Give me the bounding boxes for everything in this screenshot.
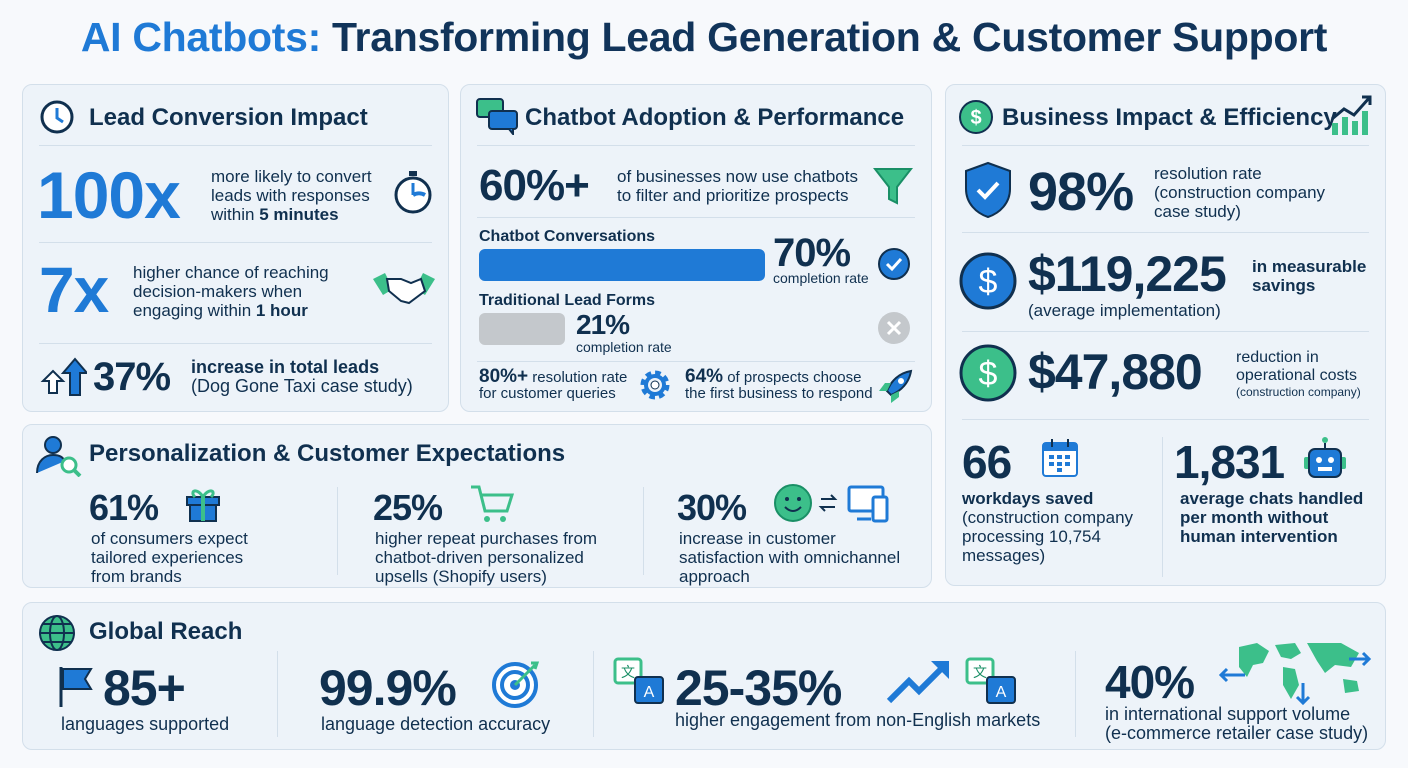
stat-value: 100x: [37, 158, 181, 232]
gear-icon: [640, 370, 670, 400]
world-map-icon: [1219, 643, 1372, 706]
svg-text:A: A: [996, 684, 1007, 701]
bar-label: Traditional Lead Forms: [479, 292, 656, 309]
dollar-icon: $: [959, 252, 1017, 310]
globe-icon: [39, 615, 75, 651]
cart-icon: [471, 485, 515, 522]
stat-value: 1,831: [1174, 436, 1285, 488]
section-heading: Personalization & Customer Expectations: [89, 440, 566, 467]
stat-value: $47,880: [1028, 344, 1203, 400]
dollar-icon: $: [959, 100, 993, 134]
target-icon: [492, 661, 540, 708]
translate-icon: 文A: [965, 657, 1016, 704]
funnel-icon: [873, 168, 913, 205]
section-heading: Lead Conversion Impact: [89, 104, 368, 131]
handshake-icon: [373, 273, 435, 305]
stat-value: 40%: [1105, 656, 1195, 708]
section-heading: Chatbot Adoption & Performance: [525, 104, 905, 131]
user-search-icon: [36, 436, 82, 477]
personalization-card: Personalization & Customer Expectations …: [22, 424, 932, 588]
lead-forms-bar: [479, 313, 565, 345]
arrows-up-icon: [40, 357, 87, 396]
stat-value: 25%: [373, 487, 443, 528]
robot-icon: [1304, 437, 1346, 478]
stat-value: 66: [962, 436, 1012, 488]
flag-icon: [59, 667, 93, 707]
chatbot-bar: [479, 249, 765, 281]
svg-text:文: 文: [621, 665, 635, 681]
bar-label: Chatbot Conversations: [479, 228, 656, 245]
stat-value: 99.9%: [319, 660, 457, 716]
svg-text:A: A: [644, 684, 655, 701]
translate-icon: 文A: [613, 657, 664, 704]
calendar-icon: [1042, 439, 1078, 477]
stat-value: 85+: [103, 660, 186, 716]
gift-icon: [186, 489, 220, 522]
shield-check-icon: [965, 161, 1011, 219]
page-title: AI Chatbots: Transforming Lead Generatio…: [80, 14, 1328, 60]
global-reach-card: Global Reach 85+ languages supported 99.…: [22, 602, 1386, 750]
chat-bubbles-icon: [476, 98, 518, 135]
stat-value: 7x: [39, 254, 109, 326]
dollar-icon: $: [959, 344, 1017, 402]
svg-text:$: $: [970, 107, 981, 129]
svg-text:$: $: [979, 355, 998, 393]
stat-value: 61%: [89, 487, 159, 528]
clock-icon: [40, 100, 74, 134]
svg-text:文: 文: [973, 665, 987, 681]
section-heading: Global Reach: [89, 618, 243, 645]
stopwatch-icon: [394, 171, 432, 214]
stat-value: 60%+: [479, 161, 590, 210]
check-circle-icon: [878, 248, 910, 280]
stat-value: $119,225: [1028, 246, 1227, 302]
rocket-icon: [879, 369, 913, 403]
svg-text:$: $: [979, 263, 998, 301]
x-circle-icon: [878, 312, 910, 344]
growth-chart-icon: [1331, 95, 1372, 135]
stat-value: 37%: [93, 355, 171, 399]
section-heading: Business Impact & Efficiency: [1002, 104, 1337, 131]
smiley-devices-icon: [774, 484, 889, 523]
stat-value: 25-35%: [675, 660, 842, 716]
trend-up-arrow-icon: [886, 661, 949, 704]
stat-value: 30%: [677, 487, 747, 528]
lead-conversion-card: Lead Conversion Impact 100x more likely …: [22, 84, 449, 412]
chatbot-adoption-card: Chatbot Adoption & Performance 60%+ of b…: [460, 84, 932, 412]
business-impact-card: $ Business Impact & Efficiency 98% resol…: [945, 84, 1386, 586]
stat-value: 98%: [1028, 162, 1134, 222]
